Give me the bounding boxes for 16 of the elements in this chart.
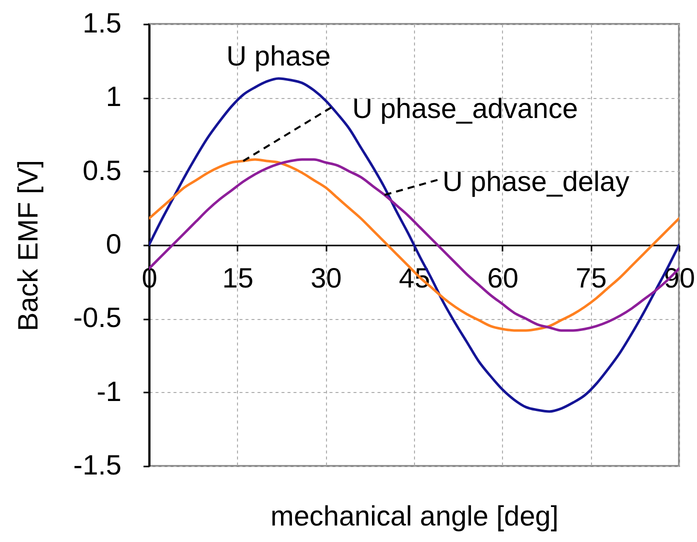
y-tick-label: -1.5: [73, 450, 122, 480]
y-tick-label: -0.5: [73, 302, 122, 334]
y-tick-label: 1.5: [82, 8, 122, 38]
y-axis-title: Back EMF [V]: [12, 160, 44, 332]
x-tick-label: 15: [222, 262, 254, 294]
x-axis-title: mechanical angle [deg]: [270, 500, 558, 532]
series-label: U phase: [226, 40, 331, 72]
y-tick-label: 0: [106, 228, 122, 260]
text: U phase_advance: [352, 93, 578, 124]
x-tick-label: 75: [576, 262, 607, 294]
x-tick-label: 30: [310, 262, 342, 294]
y-tick-label: 1: [106, 81, 122, 112]
y-tick-label: 0.5: [82, 154, 122, 186]
x-tick-label: 60: [487, 262, 518, 294]
series-label: U phase_delay: [442, 166, 630, 197]
y-tick-label: -1: [96, 376, 122, 407]
